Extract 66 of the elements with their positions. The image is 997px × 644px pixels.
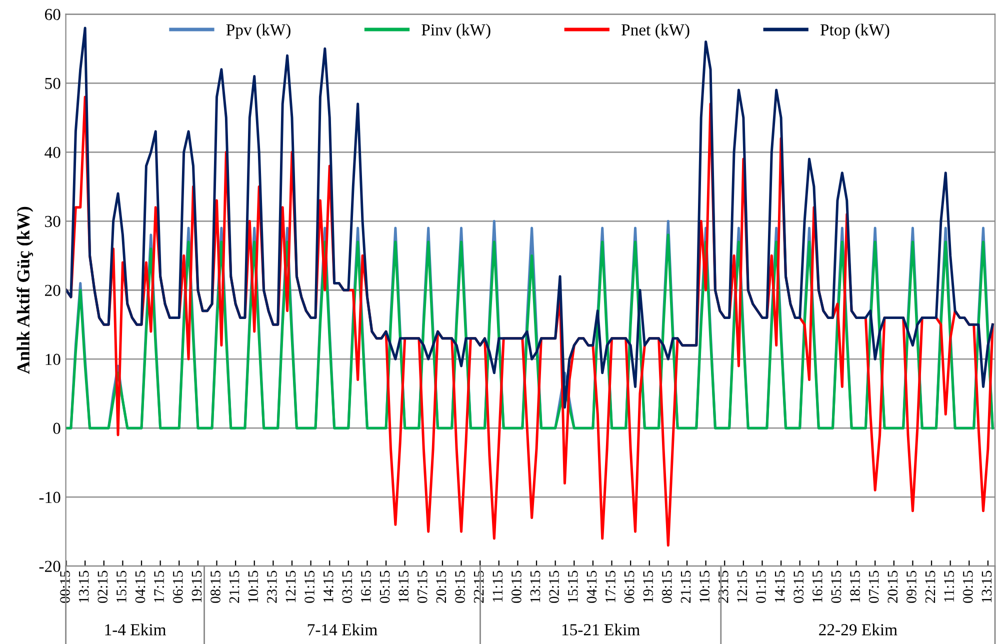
x-tick-label: 01:15 xyxy=(756,570,766,603)
x-tick-label: 21:15 xyxy=(680,570,691,603)
x-tick-label: 09:15 xyxy=(455,570,465,603)
y-tick-label: 30 xyxy=(45,216,60,228)
x-tick-label: 14:15 xyxy=(774,570,785,602)
x-tick-label: 10:15 xyxy=(700,570,710,602)
legend-label: Ptop (kW) xyxy=(820,24,890,39)
y-axis-title: Anlık Aktif Güç (kW) xyxy=(16,206,34,374)
y-tick-label: 20 xyxy=(45,284,60,296)
x-tick-label: 05:15 xyxy=(380,570,390,603)
x-tick-label: 19:15 xyxy=(192,570,202,602)
y-tick-label: 0 xyxy=(53,422,60,434)
x-tick-label: 00:15 xyxy=(512,570,522,603)
x-tick-label: 21:15 xyxy=(229,570,240,603)
x-tick-label: 23:15 xyxy=(267,570,277,603)
y-tick-label: -20 xyxy=(39,560,60,572)
x-tick-label: 17:15 xyxy=(606,570,616,602)
x-tick-label: 19:15 xyxy=(643,570,654,602)
x-tick-label: 06:15 xyxy=(172,570,183,603)
x-tick-label: 14:15 xyxy=(323,570,334,602)
text: 7-14 Ekim xyxy=(308,624,378,636)
text: 15-21 Ekim xyxy=(562,624,640,636)
y-tick-label: 40 xyxy=(44,146,60,158)
x-tick-label: 22:15 xyxy=(474,570,484,603)
x-tick-label: 09:15 xyxy=(906,570,916,603)
x-tick-label: 07:15 xyxy=(417,570,428,603)
x-tick-label: 02:15 xyxy=(549,570,560,603)
x-tick-label: 01:15 xyxy=(304,570,315,603)
x-tick-label: 00:15 xyxy=(962,570,973,603)
x-tick-label: 03:15 xyxy=(342,570,352,603)
x-tick-label: 05:15 xyxy=(831,570,842,603)
legend-label: Ppv (kW) xyxy=(226,24,290,39)
x-tick-label: 02:15 xyxy=(98,570,108,603)
legend-label: Pinv (kW) xyxy=(422,24,490,39)
x-tick-label: 15:15 xyxy=(116,570,126,602)
x-tick-label: 13:15 xyxy=(78,570,89,602)
text: 1-4 Ekim xyxy=(105,624,166,636)
x-tick-label: 15:15 xyxy=(568,570,578,602)
y-tick-label: 60 xyxy=(44,8,60,20)
x-tick-label: 10:15 xyxy=(248,570,258,602)
y-tick-label: -10 xyxy=(39,492,60,504)
x-tick-label: 12:15 xyxy=(286,570,296,602)
x-tick-label: 03:15 xyxy=(794,570,804,603)
x-tick-label: 13:15 xyxy=(982,570,992,602)
legend-label: Pnet (kW) xyxy=(622,24,690,39)
x-tick-label: 13:15 xyxy=(530,570,540,602)
x-tick-label: 04:15 xyxy=(135,570,146,603)
x-tick-label: 18:15 xyxy=(398,570,409,602)
text: 22-29 Ekim xyxy=(819,624,898,636)
x-tick-label: 20:15 xyxy=(888,570,898,603)
x-tick-label: 04:15 xyxy=(586,570,597,603)
x-tick-label: 16:15 xyxy=(812,570,822,602)
x-tick-label: 16:15 xyxy=(361,570,371,602)
y-tick-label: 50 xyxy=(45,78,60,90)
x-tick-label: 17:15 xyxy=(154,570,164,602)
x-tick-label: 11:15 xyxy=(492,570,503,602)
y-tick-label: 10 xyxy=(46,354,60,366)
x-tick-label: 20:15 xyxy=(436,570,446,603)
x-tick-label: 22:15 xyxy=(925,570,936,603)
x-tick-label: 06:15 xyxy=(624,570,634,603)
x-tick-label: 12:15 xyxy=(737,570,748,602)
x-tick-label: 11:15 xyxy=(944,570,954,602)
x-tick-label: 08:15 xyxy=(210,570,220,603)
x-tick-label: 07:15 xyxy=(868,570,879,603)
x-tick-label: 18:15 xyxy=(850,570,860,602)
x-tick-label: 08:15 xyxy=(662,570,672,603)
